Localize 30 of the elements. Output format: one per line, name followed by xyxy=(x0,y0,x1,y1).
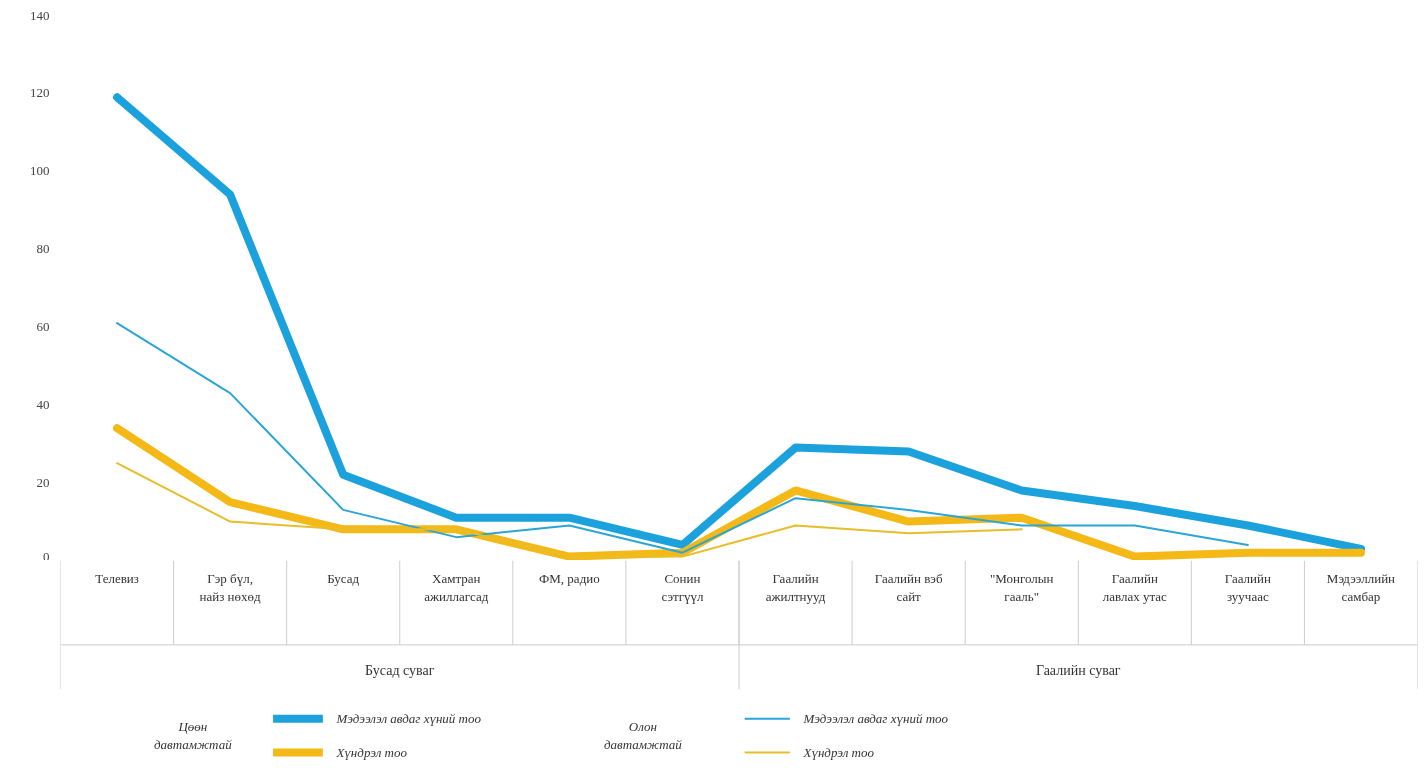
x-tick-label: Гаалийн вэб сайт xyxy=(874,571,943,605)
x-tick-label: Гаалийн зуучаас xyxy=(1224,571,1272,605)
y-tick-label: 80 xyxy=(36,241,50,257)
text: Цөөн давтамжтай xyxy=(153,719,233,753)
y-tick-label: 20 xyxy=(36,474,50,490)
x-tick-label: "Монголын гааль" xyxy=(989,571,1054,605)
legend-label: Мэдээлэл авдаг хүний тоо xyxy=(802,711,949,727)
y-tick-label: 40 xyxy=(36,396,50,412)
x-tick-label: Хамтран ажиллагсад xyxy=(424,571,489,605)
x-tick-label: Мэдээллийн самбар xyxy=(1326,571,1396,605)
y-tick-label: 140 xyxy=(30,7,50,23)
x-tick-label: Телевиз xyxy=(95,571,139,587)
x-tick-label: Сонин сэтгүүл xyxy=(661,571,704,605)
text: Олон давтамжтай xyxy=(604,719,683,753)
x-tick-label: ФМ, радио xyxy=(539,571,600,587)
legend-label: Хүндрэл тоо xyxy=(802,745,875,761)
line-series xyxy=(116,322,1249,554)
text: Бусад суваг xyxy=(365,662,435,678)
x-tick-label: Гаалийн лавлах утас xyxy=(1102,571,1168,605)
line-series xyxy=(116,462,1023,558)
legend-label: Мэдээлэл авдаг хүний тоо xyxy=(335,711,482,727)
y-tick-label: 100 xyxy=(30,163,50,179)
y-tick-label: 120 xyxy=(30,85,50,101)
y-tick-label: 60 xyxy=(36,318,50,334)
text: Гаалийн суваг xyxy=(1035,662,1121,678)
x-tick-label: Гаалийн ажилтнууд xyxy=(765,571,826,605)
x-tick-label: Бусад xyxy=(327,571,360,587)
y-tick-label: 0 xyxy=(43,548,50,564)
legend-label: Хүндрэл тоо xyxy=(335,745,408,761)
x-tick-label: Гэр бүл, найз нөхөд xyxy=(199,571,262,605)
